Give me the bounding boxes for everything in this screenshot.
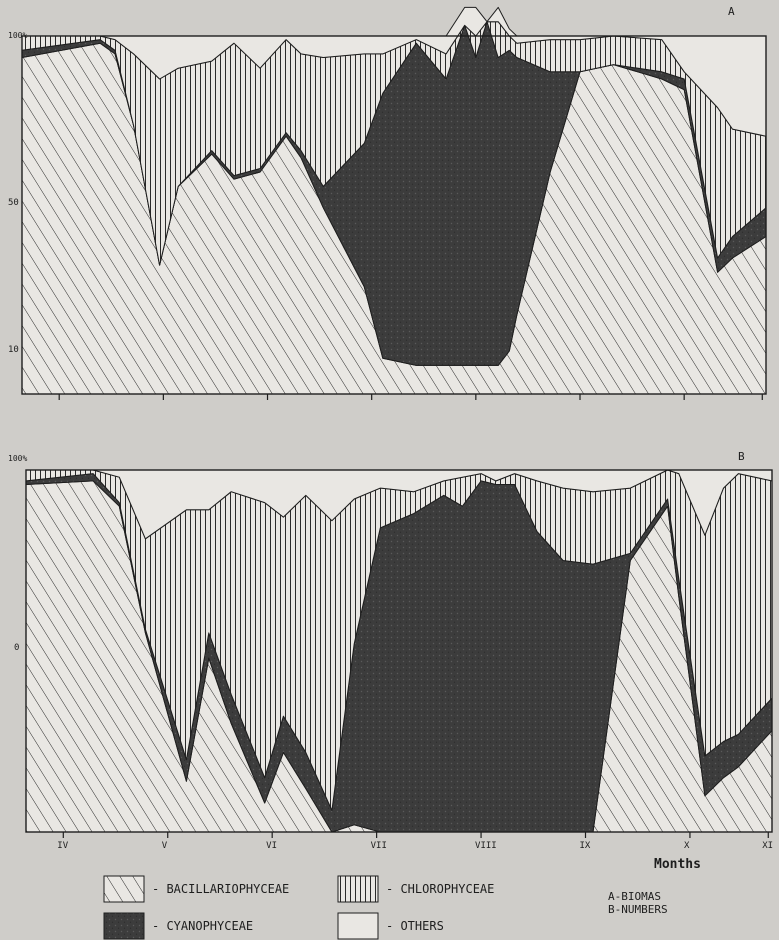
legend-swatch-blank <box>338 913 378 939</box>
legend-swatch-diagonal <box>104 876 144 902</box>
panel-b-ytick-0: 0 <box>14 643 19 653</box>
legend: - BACILLARIOPHYCEAE - CHLOROPHYCEAE - CY… <box>104 876 668 939</box>
panel-biomass: A 100% 50 10 <box>8 5 766 400</box>
x-tick-label: V <box>162 841 168 851</box>
legend-item-others: - OTHERS <box>338 913 444 939</box>
legend-swatch-vertical <box>338 876 378 902</box>
legend-note-biomass: A-BIOMAS <box>608 890 661 903</box>
legend-label: - BACILLARIOPHYCEAE <box>152 882 289 896</box>
x-tick-label: IX <box>580 841 591 851</box>
legend-item-chlorophyceae: - CHLOROPHYCEAE <box>338 876 494 902</box>
panel-b-ytick-100: 100% <box>8 454 27 463</box>
panel-b-title: B <box>738 450 745 463</box>
panel-a-areas <box>22 7 766 394</box>
panel-a-ytick-100: 100% <box>8 31 27 40</box>
x-tick-label: VIII <box>475 841 497 851</box>
x-tick-label: X <box>684 841 690 851</box>
panel-a-ytick-10: 10 <box>8 345 19 355</box>
x-axis-label: Months <box>654 857 701 872</box>
legend-label: - OTHERS <box>386 919 444 933</box>
x-tick-label: VI <box>266 841 277 851</box>
legend-label: - CHLOROPHYCEAE <box>386 882 494 896</box>
x-tick-label: IV <box>57 841 68 851</box>
panel-a-x-ticks <box>59 394 762 400</box>
legend-label: - CYANOPHYCEAE <box>152 919 253 933</box>
panel-a-title: A <box>728 5 735 18</box>
panel-numbers: B 100% 0 IV V VI VII VIII IX X XI <box>8 450 773 851</box>
legend-item-cyanophyceae: - CYANOPHYCEAE <box>104 913 253 939</box>
legend-swatch-solid <box>104 913 144 939</box>
panel-b-x-ticks: IV V VI VII VIII IX X XI <box>57 832 773 851</box>
legend-note-numbers: B-NUMBERS <box>608 903 668 916</box>
x-tick-label: VII <box>371 841 387 851</box>
panel-b-areas <box>26 470 772 832</box>
legend-item-bacillariophyceae: - BACILLARIOPHYCEAE <box>104 876 289 902</box>
x-tick-label: XI <box>762 841 773 851</box>
panel-a-ytick-50: 50 <box>8 198 19 208</box>
